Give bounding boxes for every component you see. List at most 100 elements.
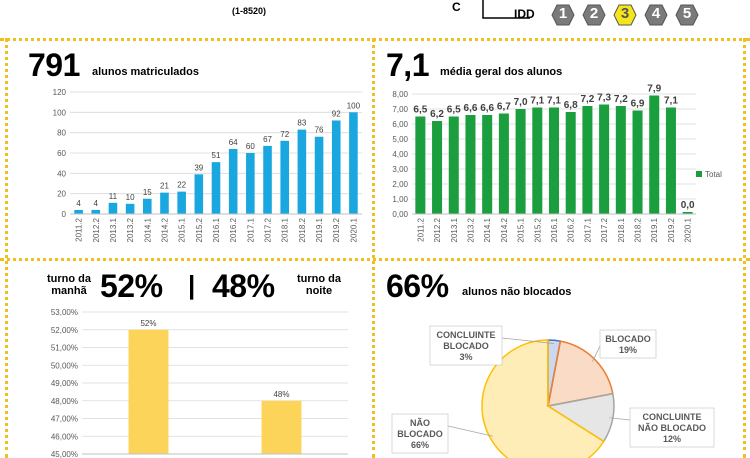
- bar: [498, 113, 509, 214]
- bar: [448, 116, 459, 214]
- legend-swatch: [696, 171, 702, 177]
- idd-grade-badge-2: 2: [582, 4, 606, 26]
- data-label: 6,7: [497, 102, 511, 113]
- x-tick-label: 2017.2: [264, 217, 273, 242]
- x-tick-label: 2016.1: [550, 217, 559, 242]
- x-tick-label: 2020.1: [349, 217, 358, 242]
- bar: [160, 192, 169, 214]
- y-tick-label: 120: [53, 88, 67, 97]
- y-tick-label: 4,00: [392, 150, 408, 159]
- x-tick-label: 2012.2: [92, 217, 101, 242]
- bar: [415, 116, 426, 214]
- x-tick-label: 2013.2: [126, 217, 135, 242]
- x-tick-label: 2014.1: [143, 217, 152, 242]
- slice-label: BLOCADO: [443, 341, 489, 351]
- data-label: 51: [212, 151, 221, 160]
- bar: [665, 107, 676, 214]
- idd-label: IDD: [514, 7, 535, 21]
- data-label: 21: [160, 182, 169, 191]
- morning-value: 52%: [100, 268, 163, 304]
- x-tick-label: 2014.2: [500, 217, 509, 242]
- enrolled-label: alunos matriculados: [92, 66, 199, 78]
- data-label: 48%: [273, 390, 289, 399]
- data-label: 10: [126, 193, 135, 202]
- slice-label: NÃO: [410, 418, 430, 428]
- data-label: 7,1: [664, 96, 678, 107]
- pie-slice: [481, 339, 605, 458]
- average-label: média geral dos alunos: [440, 66, 563, 78]
- enrolled-bar-chart: 0 20 40 60 80 100 120 4 2011.2 4 2012.2 11 2013.1 10 2…: [53, 88, 362, 242]
- y-tick-label: 2,00: [392, 180, 408, 189]
- enrolled-value: 791: [28, 47, 80, 83]
- pie-slice: [547, 340, 614, 407]
- blocked-pie-chart: CONCLUINTEBLOCADO3%BLOCADO19%CONCLUINTEN…: [391, 325, 715, 458]
- slice-label: 19%: [619, 345, 637, 355]
- y-tick-label: 0,00: [392, 210, 408, 219]
- y-tick-label: 7,00: [392, 105, 408, 114]
- bar: [280, 140, 289, 214]
- slice-label-box: [629, 407, 715, 448]
- data-label: 7,1: [530, 96, 544, 107]
- x-tick-label: 2015.2: [533, 217, 542, 242]
- idd-grade-label: 4: [651, 5, 661, 22]
- night-label-2: noite: [305, 285, 333, 297]
- x-tick-label: 2012.2: [433, 217, 442, 242]
- x-tick-label: 2019.2: [332, 217, 341, 242]
- bar: [91, 209, 101, 214]
- y-tick-label: 47,00%: [51, 415, 78, 424]
- x-tick-label: 2015.2: [195, 217, 204, 242]
- x-tick-label: 2018.1: [281, 217, 290, 242]
- data-label: 6,5: [447, 105, 461, 116]
- bar: [582, 106, 593, 214]
- divider-middle: [0, 258, 750, 261]
- data-label: 7,1: [547, 96, 561, 107]
- x-tick-label: 2019.1: [650, 217, 659, 242]
- x-tick-label: 2017.2: [600, 217, 609, 242]
- y-tick-label: 0: [62, 210, 67, 219]
- night-value: 48%: [212, 268, 275, 304]
- x-tick-label: 2018.1: [617, 217, 626, 242]
- divider-top: [0, 38, 750, 41]
- data-label: 92: [332, 109, 341, 118]
- bar: [682, 212, 693, 214]
- leader-line: [447, 425, 494, 437]
- divider-center: [372, 38, 375, 458]
- data-label: 52%: [140, 319, 156, 328]
- idd-grade-label: 3: [620, 5, 630, 22]
- bar: [482, 115, 493, 214]
- x-tick-label: 2014.2: [160, 217, 169, 242]
- data-label: 11: [109, 192, 118, 201]
- bar: [632, 110, 643, 214]
- divider-left: [5, 38, 8, 458]
- bar: [194, 174, 204, 214]
- y-tick-label: 45,00%: [51, 450, 78, 458]
- x-tick-label: 2016.1: [212, 217, 221, 242]
- data-label: 4: [76, 199, 81, 208]
- slice-label-box: [599, 329, 657, 359]
- data-label: 100: [347, 101, 361, 110]
- idd-grade-label: 1: [558, 5, 568, 22]
- x-tick-label: 2011.2: [75, 217, 84, 241]
- data-label: 6,8: [564, 100, 578, 111]
- data-label: 6,2: [430, 109, 444, 120]
- bar: [177, 191, 186, 214]
- legend-label: Total: [705, 170, 722, 179]
- y-tick-label: 60: [57, 149, 66, 158]
- slice-label-box: [391, 413, 449, 454]
- bar: [74, 209, 83, 214]
- morning-label-2: manhã: [51, 285, 87, 297]
- data-label: 7,2: [580, 94, 594, 105]
- average-bar-chart: 0,00 1,00 2,00 3,00 4,00 5,00 6,00 7,00 8,00 6,5 2…: [392, 84, 722, 243]
- blocked-label: alunos não blocados: [462, 286, 572, 298]
- y-tick-label: 49,00%: [51, 379, 78, 388]
- bar: [228, 148, 238, 214]
- y-tick-label: 8,00: [392, 90, 408, 99]
- data-label: 39: [194, 163, 203, 172]
- data-label: 7,2: [614, 94, 628, 105]
- header-cut-letter: C: [452, 0, 461, 14]
- bar: [331, 120, 341, 214]
- slice-label: 3%: [459, 352, 472, 362]
- data-label: 15: [143, 188, 152, 197]
- x-tick-label: 2016.2: [567, 217, 576, 242]
- slice-label: BLOCADO: [605, 334, 651, 344]
